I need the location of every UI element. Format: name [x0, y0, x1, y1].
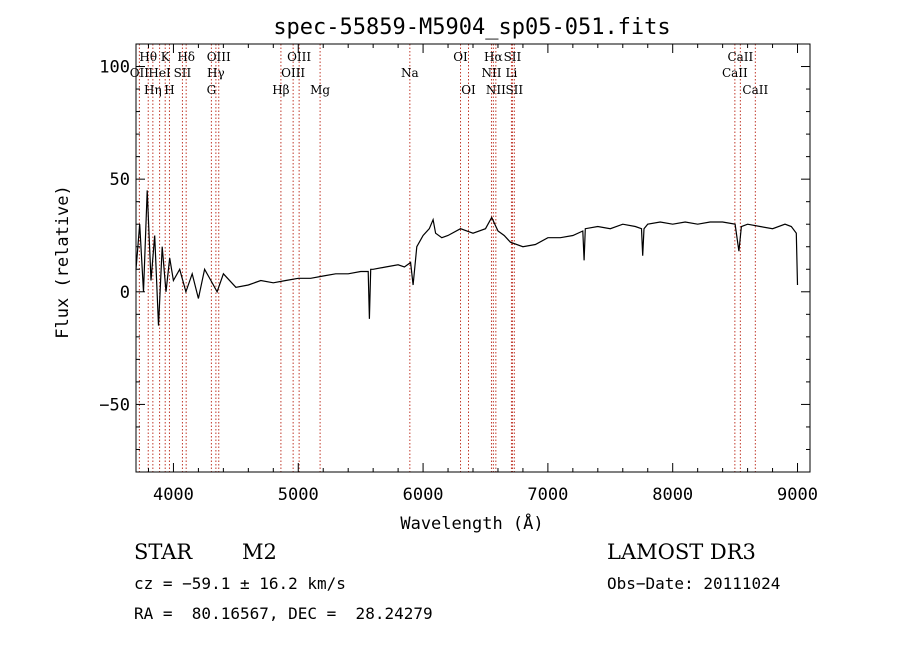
observation-date: Obs−Date: 20111024	[607, 574, 781, 593]
x-axis-label: Wavelength (Å)	[400, 512, 543, 534]
line-label: Hδ	[177, 50, 195, 64]
y-tick-label: 50	[110, 170, 130, 190]
y-tick-label: −50	[99, 395, 130, 415]
object-subclass: M2	[242, 540, 277, 564]
spectrum-chart: spec-55859-M5904_sp05-051.fits OII Hθ Hη He…	[53, 15, 818, 534]
line-label: OIII	[207, 50, 231, 64]
line-label: H	[164, 83, 174, 97]
line-label: HeI	[148, 66, 171, 80]
line-label: OIII	[281, 66, 305, 80]
emission-line-labels: OIIHθHηHeIKHSIIHδGHγOIIIHβOIIIOIIIMgNaOI…	[130, 50, 769, 97]
x-tick-label: 5000	[278, 485, 319, 505]
plot-frame	[135, 43, 811, 473]
line-label: NII	[481, 66, 501, 80]
line-label: SII	[174, 66, 192, 80]
x-tick-label: 8000	[652, 485, 693, 505]
x-tick-label: 6000	[403, 485, 444, 505]
line-label: OI	[461, 83, 476, 97]
survey-name: LAMOST DR3	[607, 540, 756, 564]
line-label: SII	[504, 50, 522, 64]
emission-line-markers	[138, 44, 756, 472]
y-tick-label: 100	[99, 58, 130, 78]
line-label: NII	[486, 83, 506, 97]
line-label: OI	[453, 50, 468, 64]
x-tick-label: 7000	[527, 485, 568, 505]
y-tick-label: 0	[120, 283, 130, 303]
x-tick-label: 9000	[777, 485, 818, 505]
line-label: Mg	[310, 83, 330, 97]
line-label: CaII	[742, 83, 768, 97]
line-label: Hη	[144, 83, 162, 97]
y-axis-ticks: −50 0 50 100	[99, 43, 810, 473]
line-label: K	[161, 50, 171, 64]
line-label: OIII	[287, 50, 311, 64]
line-label: Hθ	[139, 50, 157, 64]
line-label: SII	[505, 83, 523, 97]
line-label: Hα	[484, 50, 503, 64]
spectrum-line	[135, 190, 799, 326]
line-label: Na	[401, 66, 419, 80]
line-label: Hγ	[207, 66, 225, 80]
x-tick-label: 4000	[153, 485, 194, 505]
line-label: Hβ	[272, 83, 289, 97]
ra-dec-coordinates: RA = 80.16567, DEC = 28.24279	[134, 604, 433, 623]
chart-title: spec-55859-M5904_sp05-051.fits	[273, 15, 670, 40]
line-label: CaII	[722, 66, 748, 80]
redshift-cz: cz = −59.1 ± 16.2 km/s	[134, 574, 346, 593]
line-label: OII	[130, 66, 150, 80]
line-label: G	[207, 83, 217, 97]
x-axis-ticks: 4000 5000 6000 7000 8000 9000	[147, 44, 818, 505]
y-axis-label: Flux (relative)	[53, 185, 73, 339]
line-label: CaII	[727, 50, 753, 64]
object-type: STAR	[134, 540, 193, 564]
line-label: Li	[506, 66, 518, 80]
